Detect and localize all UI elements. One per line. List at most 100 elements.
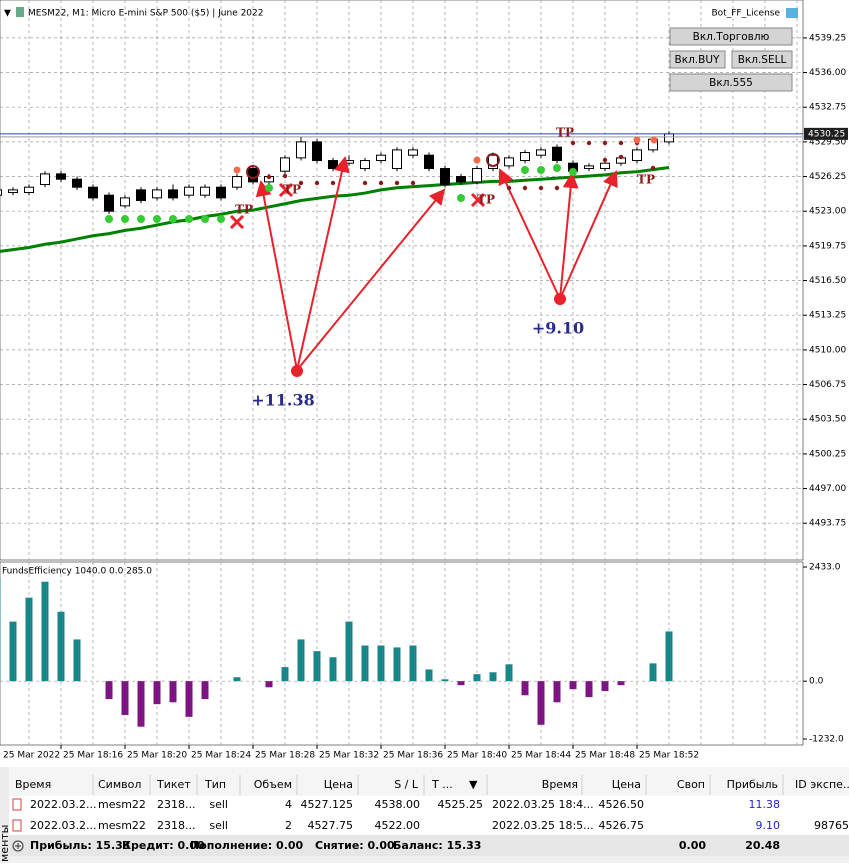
- candle-body: [424, 154, 434, 170]
- red-dot: [650, 165, 656, 171]
- tp-label: TP: [235, 203, 253, 217]
- cell: 2022.03.2...: [30, 819, 96, 832]
- red-dot: [602, 157, 608, 163]
- column-header[interactable]: Цена: [612, 778, 641, 791]
- red-dot: [410, 180, 416, 186]
- candle-body: [536, 149, 546, 156]
- candle-body: [312, 141, 322, 162]
- column-header[interactable]: Прибыль: [727, 778, 778, 791]
- candle-body: [280, 157, 290, 172]
- histogram-bar: [25, 597, 33, 682]
- expand-icon[interactable]: [12, 840, 24, 852]
- button-label[interactable]: Вкл.SELL: [738, 54, 787, 66]
- status-strip: [0, 856, 849, 863]
- side-tab[interactable]: менты: [0, 825, 11, 862]
- cell: 4538.00: [375, 798, 421, 811]
- histogram-bar: [617, 681, 625, 686]
- candle-body: [24, 186, 34, 194]
- column-header[interactable]: Тикет: [156, 778, 191, 791]
- column-header[interactable]: Цена: [324, 778, 353, 791]
- green-dot: [457, 194, 465, 202]
- green-dot: [169, 215, 177, 223]
- arrow: [296, 188, 446, 371]
- candle-body: [40, 173, 50, 186]
- profit-annotation: +9.10: [532, 319, 584, 338]
- green-dot: [105, 215, 113, 223]
- candle-body: [488, 154, 498, 170]
- red-dot: [378, 180, 384, 186]
- column-header[interactable]: Символ: [98, 778, 141, 791]
- histogram-bar: [281, 667, 289, 682]
- cell: 2: [285, 819, 292, 832]
- histogram-bar: [185, 681, 193, 717]
- expert-name: Bot_FF_License: [712, 9, 781, 19]
- button[interactable]: Вкл.SELL: [731, 50, 793, 69]
- button[interactable]: Вкл.Торговлю: [669, 27, 793, 46]
- histogram-bar: [0, 577, 1, 682]
- candle-body: [120, 197, 130, 207]
- y-tick-label: 0.0: [809, 677, 824, 687]
- button-label[interactable]: Вкл.555: [709, 77, 753, 89]
- profit-annotation: +11.38: [251, 391, 315, 410]
- histogram-bar: [521, 681, 529, 696]
- histogram-bar: [649, 663, 657, 682]
- candle-body: [168, 189, 178, 199]
- cell: sell: [209, 819, 228, 832]
- sort-arrow[interactable]: ▼: [469, 778, 478, 791]
- red-dot: [394, 180, 400, 186]
- column-header[interactable]: Тип: [204, 778, 226, 791]
- button-bg[interactable]: [669, 73, 793, 92]
- histogram-bar: [377, 645, 385, 682]
- candle-body: [472, 168, 482, 183]
- candle-body: [8, 189, 18, 194]
- button-label[interactable]: Вкл.Торговлю: [693, 31, 770, 43]
- histogram-bar: [105, 681, 113, 700]
- candle-body: [104, 194, 114, 212]
- signal-dots: [105, 136, 658, 223]
- column-header[interactable]: Объем: [254, 778, 292, 791]
- button-bg[interactable]: [731, 50, 793, 69]
- trade-point: [291, 365, 303, 377]
- column-header[interactable]: ID экспе...: [795, 778, 849, 791]
- column-header[interactable]: Своп: [677, 778, 705, 791]
- x-tick-label: 25 Mar 18:32: [319, 751, 379, 761]
- x-tick-label: 25 Mar 18:28: [255, 751, 315, 761]
- button[interactable]: Вкл.BUY: [669, 50, 726, 69]
- indicator-title: FundsEfficiency 1040.0 0.0 285.0: [2, 567, 152, 577]
- histogram-bar: [425, 669, 433, 682]
- candle-body: [440, 168, 450, 186]
- histogram-bar: [57, 611, 65, 682]
- orange-dot: [650, 136, 658, 144]
- candle-body: [184, 186, 194, 196]
- button-label[interactable]: Вкл.BUY: [675, 54, 720, 66]
- column-header[interactable]: Время: [542, 778, 578, 791]
- button-bg[interactable]: [669, 50, 726, 69]
- cell: mesm22: [98, 798, 146, 811]
- green-dot: [521, 166, 529, 174]
- cell: 2318...: [157, 819, 195, 832]
- entry-mark: [246, 165, 260, 179]
- menu-arrow[interactable]: ▼: [4, 9, 11, 19]
- expand-plus: [15, 843, 21, 849]
- red-dot: [570, 140, 576, 146]
- histogram-bar: [121, 681, 129, 715]
- button[interactable]: Вкл.555: [669, 73, 793, 92]
- histogram-bar: [169, 681, 177, 703]
- x-tick-label: 25 Mar 18:16: [63, 751, 123, 761]
- candle-body: [392, 149, 402, 170]
- column-header[interactable]: Время: [15, 778, 51, 791]
- cell: sell: [209, 798, 228, 811]
- arrow: [559, 170, 618, 300]
- button-bg[interactable]: [669, 27, 793, 46]
- candle-body: [632, 149, 642, 162]
- column-header[interactable]: S / L: [394, 778, 419, 791]
- candle-body: [520, 152, 530, 162]
- histogram-bar: [233, 677, 241, 682]
- histogram-bar: [665, 631, 673, 682]
- green-dot: [537, 166, 545, 174]
- y-tick-label: 4536.00: [809, 68, 846, 78]
- candle-body: [296, 141, 306, 159]
- column-header[interactable]: T ...: [431, 778, 453, 791]
- green-dot: [121, 215, 129, 223]
